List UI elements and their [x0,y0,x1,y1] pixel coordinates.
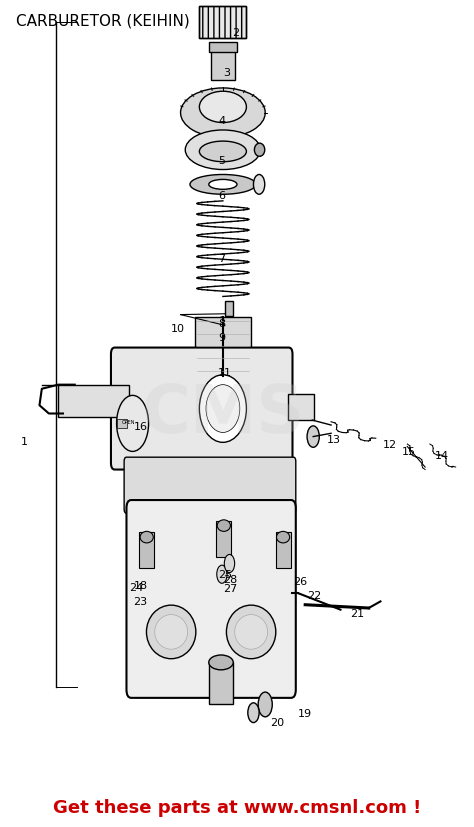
Text: 18: 18 [134,581,148,590]
Ellipse shape [140,532,153,543]
Text: 6: 6 [218,191,225,201]
Ellipse shape [276,532,290,543]
Text: Get these parts at www.cmsnl.com !: Get these parts at www.cmsnl.com ! [53,800,421,817]
Ellipse shape [209,179,237,189]
Ellipse shape [217,520,230,532]
Text: 27: 27 [223,584,237,594]
Text: 8: 8 [218,319,225,329]
Circle shape [117,395,148,452]
Text: 15: 15 [401,447,416,457]
Bar [209,42,237,52]
Text: 11: 11 [218,368,232,378]
Text: 7: 7 [218,255,225,265]
Ellipse shape [235,614,267,649]
Text: 10: 10 [171,324,185,334]
Bar [275,533,291,568]
Text: 13: 13 [327,435,340,445]
Text: 3: 3 [223,68,230,78]
FancyBboxPatch shape [124,457,296,514]
FancyBboxPatch shape [111,347,292,470]
Bar [139,533,154,568]
Text: 14: 14 [435,452,449,461]
Ellipse shape [190,174,256,194]
Text: 4: 4 [218,116,225,126]
Text: 24: 24 [129,583,143,593]
Text: 9: 9 [218,332,225,342]
FancyBboxPatch shape [127,500,296,698]
Text: CMS: CMS [141,380,304,447]
Ellipse shape [200,141,246,162]
Ellipse shape [255,143,265,156]
Text: 2: 2 [232,28,239,38]
Text: 22: 22 [308,590,322,600]
Bar [211,46,235,79]
Circle shape [254,174,265,194]
Bar [216,521,231,557]
Circle shape [217,565,227,583]
Bar [225,301,233,316]
Text: 16: 16 [134,422,147,432]
Bar [195,317,251,376]
Text: 5: 5 [218,156,225,166]
Ellipse shape [185,130,261,170]
Bar [200,6,246,39]
Text: 12: 12 [383,440,397,450]
Bar [209,662,233,704]
Text: 26: 26 [293,576,308,586]
Text: CARBURETOR (KEIHIN): CARBURETOR (KEIHIN) [16,14,190,29]
Ellipse shape [146,605,196,659]
Circle shape [248,703,259,723]
Text: 20: 20 [270,718,284,728]
Ellipse shape [206,385,240,433]
Bar [58,385,129,417]
Ellipse shape [181,88,265,137]
Bar [288,394,314,420]
Text: 21: 21 [350,609,364,619]
Ellipse shape [200,91,246,122]
Circle shape [217,317,227,333]
Text: 1: 1 [21,437,27,447]
Bar [200,6,246,39]
Ellipse shape [200,375,246,442]
Text: OPEN: OPEN [122,420,136,425]
Circle shape [224,554,235,572]
Ellipse shape [155,614,188,649]
Text: 19: 19 [298,710,312,719]
Circle shape [307,426,319,447]
Bar [117,419,128,428]
Text: 28: 28 [223,575,237,585]
Circle shape [258,692,272,717]
Ellipse shape [209,655,233,670]
Text: 25: 25 [218,570,232,580]
Text: 23: 23 [134,597,148,607]
Ellipse shape [227,605,276,659]
